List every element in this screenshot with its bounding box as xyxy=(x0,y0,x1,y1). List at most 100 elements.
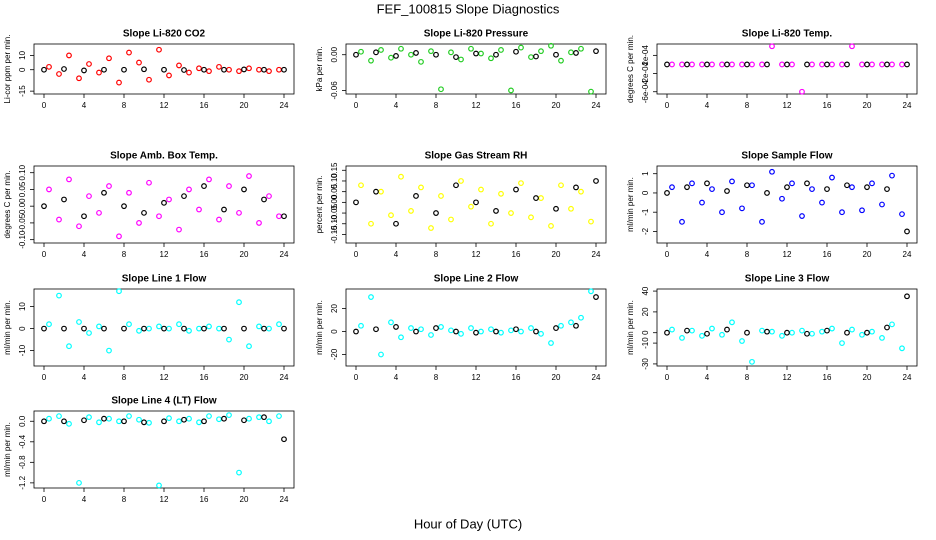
point xyxy=(41,203,47,210)
point xyxy=(453,182,459,189)
point xyxy=(196,325,202,332)
point xyxy=(96,323,102,330)
point xyxy=(136,416,142,423)
point xyxy=(884,186,890,193)
panel-title: Slope Line 4 (LT) Flow xyxy=(111,396,217,407)
y-tick-label: 0.00 xyxy=(18,198,27,214)
point xyxy=(106,55,112,62)
point xyxy=(669,326,675,333)
x-tick-label: 12 xyxy=(472,373,481,382)
point xyxy=(126,413,132,420)
point xyxy=(46,63,52,70)
point xyxy=(418,326,424,333)
point xyxy=(161,199,167,206)
x-tick-label: 0 xyxy=(42,373,47,382)
point xyxy=(784,61,790,68)
point xyxy=(879,201,885,208)
point xyxy=(216,63,222,70)
point xyxy=(146,325,152,332)
point xyxy=(418,184,424,191)
point xyxy=(206,323,212,330)
x-tick-label: 16 xyxy=(200,495,209,504)
point xyxy=(538,330,544,337)
point xyxy=(568,319,574,326)
point xyxy=(136,59,142,66)
point xyxy=(66,176,72,183)
panel-title: Slope Line 3 Flow xyxy=(745,274,830,285)
point xyxy=(764,190,770,196)
y-tick-label: 0 xyxy=(641,330,650,335)
point xyxy=(76,75,82,82)
point xyxy=(161,325,167,332)
point xyxy=(528,214,534,221)
point xyxy=(779,195,785,202)
point xyxy=(829,325,835,332)
plot-box xyxy=(33,288,295,367)
point xyxy=(869,61,875,68)
point xyxy=(161,418,167,425)
point xyxy=(226,66,232,73)
point xyxy=(428,332,434,338)
point xyxy=(246,173,252,179)
point xyxy=(101,415,107,422)
plot-box xyxy=(345,288,607,367)
point xyxy=(76,319,82,325)
x-tick-label: 24 xyxy=(903,373,912,382)
y-tick-label: 0.00 xyxy=(330,194,339,210)
point xyxy=(538,195,544,201)
point xyxy=(749,182,755,189)
y-tick-label: 0 xyxy=(330,329,339,334)
point xyxy=(764,328,770,335)
point xyxy=(106,183,112,189)
point xyxy=(719,61,725,68)
point xyxy=(226,336,232,343)
point xyxy=(388,54,394,61)
x-tick-label: 4 xyxy=(82,495,87,504)
x-tick-label: 8 xyxy=(434,101,439,110)
x-tick-label: 8 xyxy=(122,373,127,382)
point xyxy=(256,220,262,226)
y-tick-label: 0 xyxy=(18,326,27,331)
point xyxy=(573,184,579,191)
point xyxy=(86,193,92,200)
point xyxy=(518,180,524,187)
point xyxy=(513,186,519,193)
point xyxy=(186,415,192,422)
point xyxy=(829,174,835,181)
y-axis-label: ml/min per min. xyxy=(626,177,635,232)
point xyxy=(56,216,62,223)
point xyxy=(548,222,554,229)
point xyxy=(864,329,870,336)
point xyxy=(368,220,374,227)
point xyxy=(478,50,484,57)
point xyxy=(216,216,222,223)
point xyxy=(864,184,870,191)
point xyxy=(724,326,730,333)
y-axis-label: ml/min per min. xyxy=(3,300,12,355)
point xyxy=(533,328,539,335)
point xyxy=(146,179,152,186)
panel-title: Slope Li-820 Pressure xyxy=(424,29,529,40)
point xyxy=(558,182,564,189)
point xyxy=(784,184,790,191)
x-tick-label: 4 xyxy=(705,101,710,110)
point xyxy=(101,325,107,332)
point xyxy=(473,199,479,206)
point xyxy=(704,180,710,187)
point xyxy=(393,220,399,227)
point xyxy=(809,330,815,337)
point xyxy=(373,49,379,56)
point xyxy=(759,327,765,334)
point xyxy=(86,61,92,67)
point xyxy=(353,199,359,206)
y-tick-label: 0.10 xyxy=(18,164,27,180)
point xyxy=(96,69,102,76)
point xyxy=(513,48,519,55)
x-tick-label: 12 xyxy=(783,250,792,259)
point xyxy=(221,415,227,422)
point xyxy=(276,321,282,328)
point xyxy=(889,61,895,68)
point xyxy=(236,68,242,75)
point xyxy=(819,328,825,335)
